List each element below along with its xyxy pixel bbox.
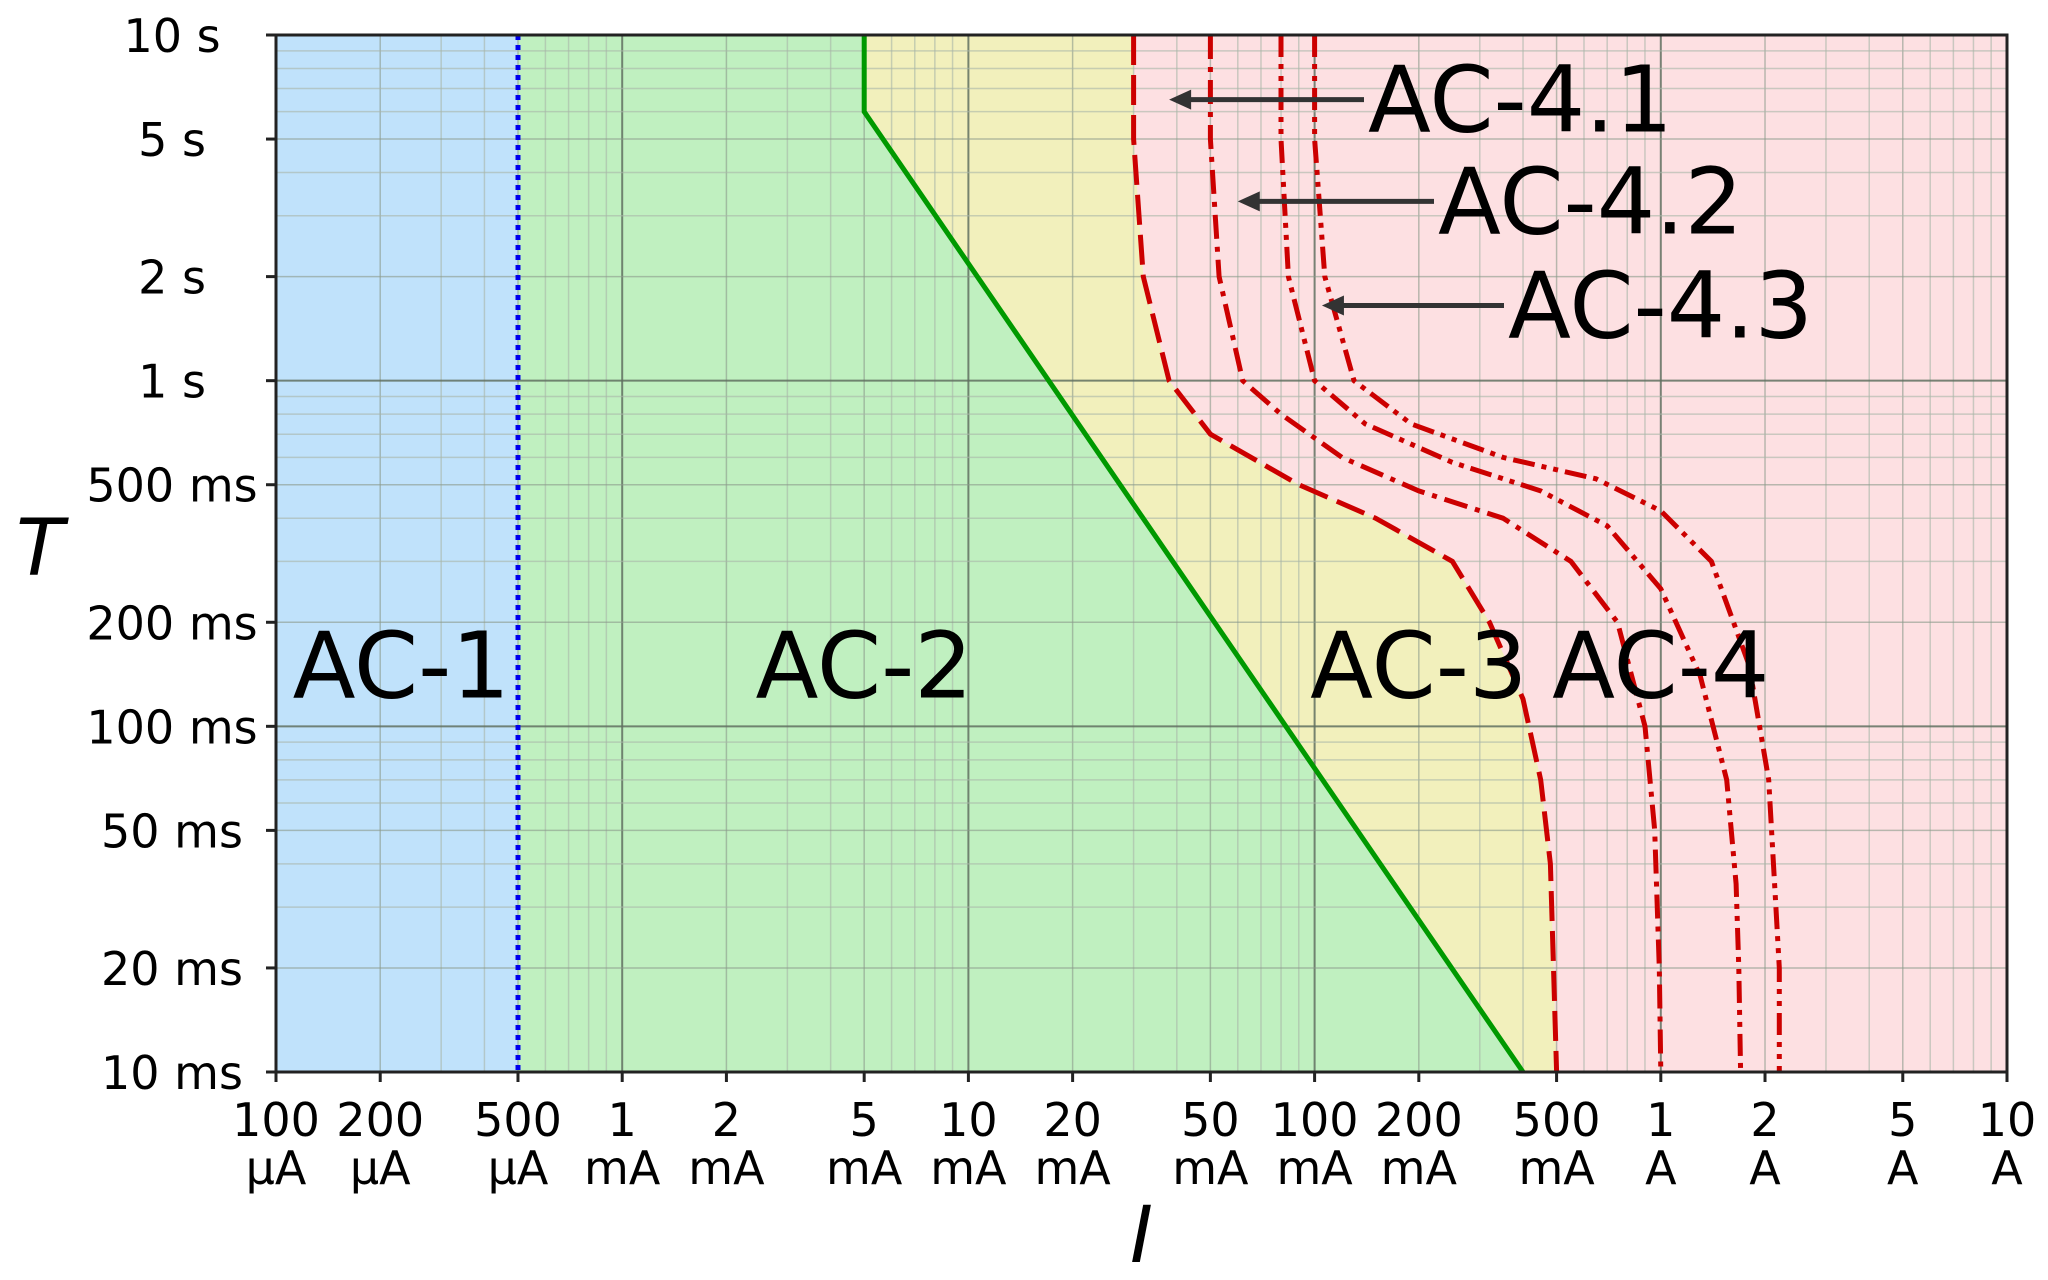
x-tick-label-unit: µA: [488, 1141, 549, 1195]
x-tick-label-value: 2: [1750, 1093, 1779, 1147]
y-tick-label: 10 s: [123, 9, 220, 63]
y-tick-label: 2 s: [138, 251, 206, 305]
zone-label-ac2: AC-2: [756, 612, 973, 719]
zones-layer: [276, 35, 2007, 1072]
x-tick-label-value: 1: [1646, 1093, 1675, 1147]
x-tick-label-value: 20: [1043, 1093, 1102, 1147]
zone-label-ac1: AC-1: [293, 612, 510, 719]
x-tick-label-unit: mA: [1172, 1141, 1249, 1195]
y-tick-label: 50 ms: [101, 804, 243, 858]
boundary-ac3-ac4: [1131, 35, 1560, 1073]
x-tick-label-unit: mA: [1276, 1141, 1353, 1195]
y-tick-label: 500 ms: [86, 459, 257, 513]
x-tick-label-value: 50: [1181, 1093, 1240, 1147]
y-tick-label: 5 s: [138, 113, 206, 167]
labels-layer: AC-1 AC-2 AC-3 AC-4 AC-4.1AC-4.2AC-4.3: [293, 47, 1813, 720]
curve-ac4-2: [1278, 35, 1744, 1073]
ticks-layer: 100µA200µA500µA1mA2mA5mA10mA20mA50mA100m…: [86, 9, 2036, 1195]
boundary-lines-layer: [515, 35, 1782, 1074]
curve-ac4-3: [1312, 35, 1782, 1072]
x-tick-label-value: 500: [1513, 1093, 1601, 1147]
x-tick-label-value: 5: [850, 1093, 879, 1147]
arrow-head-1: [1169, 89, 1192, 110]
curve-label-2: AC-4.2: [1438, 148, 1743, 255]
x-tick-label-unit: mA: [1518, 1141, 1595, 1195]
y-tick-label: 20 ms: [101, 942, 243, 996]
x-tick-label-value: 1: [608, 1093, 637, 1147]
x-tick-label-unit: µA: [246, 1141, 307, 1195]
x-tick-label-unit: A: [1991, 1141, 2023, 1195]
y-tick-label: 10 ms: [101, 1046, 243, 1100]
zone-ac1-fill: [276, 35, 518, 1072]
curve-ac4-1: [1207, 35, 1664, 1073]
x-tick-label-value: 5: [1888, 1093, 1917, 1147]
x-axis-title: I: [1130, 1191, 1153, 1280]
boundary-ac2-ac3: [861, 35, 1526, 1074]
zone-label-ac3: AC-3: [1310, 612, 1527, 719]
x-tick-label-unit: mA: [584, 1141, 661, 1195]
x-tick-label-value: 10: [939, 1093, 998, 1147]
x-tick-label-value: 2: [712, 1093, 741, 1147]
x-tick-label-unit: mA: [826, 1141, 903, 1195]
x-tick-label-unit: mA: [1034, 1141, 1111, 1195]
x-tick-label-value: 100: [232, 1093, 320, 1147]
x-tick-label-unit: mA: [1381, 1141, 1458, 1195]
curve-label-1: AC-4.1: [1368, 47, 1673, 154]
curve-label-3: AC-4.3: [1508, 252, 1813, 359]
zone-label-ac4: AC-4: [1552, 612, 1769, 719]
x-tick-label-value: 200: [336, 1093, 424, 1147]
x-tick-label-unit: mA: [930, 1141, 1007, 1195]
x-tick-label-unit: µA: [350, 1141, 411, 1195]
plot-frame: [274, 33, 2009, 1074]
x-tick-label-value: 10: [1978, 1093, 2037, 1147]
grid-layer: [275, 35, 2007, 1073]
x-tick-label-unit: mA: [688, 1141, 765, 1195]
x-tick-label-value: 100: [1271, 1093, 1359, 1147]
x-tick-label-value: 500: [474, 1093, 562, 1147]
y-axis-title: T: [16, 504, 69, 594]
x-tick-label-value: 200: [1375, 1093, 1463, 1147]
zone-ac2-fill: [276, 35, 1523, 1072]
y-tick-label: 1 s: [138, 355, 206, 409]
x-tick-label-unit: A: [1749, 1141, 1781, 1195]
y-tick-label: 100 ms: [86, 700, 257, 754]
x-tick-label-unit: A: [1887, 1141, 1919, 1195]
x-tick-label-unit: A: [1645, 1141, 1677, 1195]
y-tick-label: 200 ms: [86, 596, 257, 650]
arrow-head-2: [1237, 191, 1260, 212]
arrow-head-3: [1321, 295, 1344, 316]
